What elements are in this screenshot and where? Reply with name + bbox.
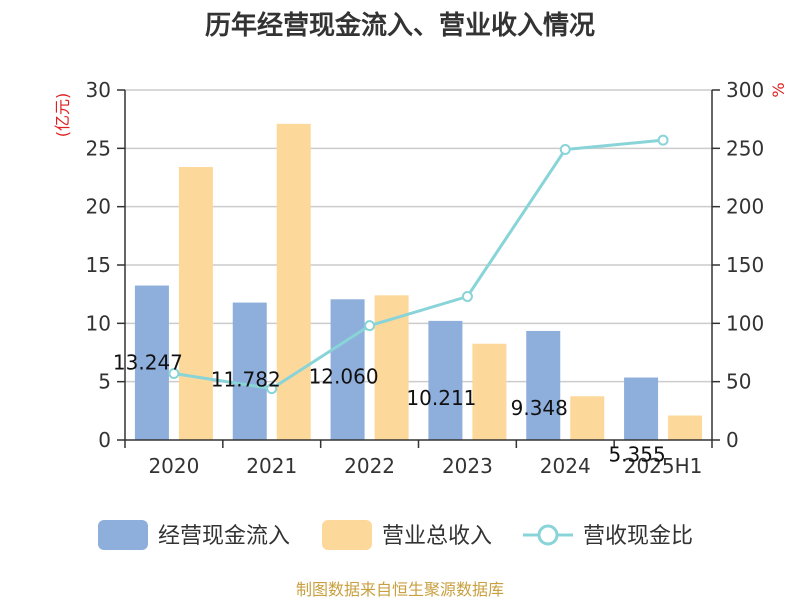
x-tick-label: 2020 [148,454,199,478]
bar [526,330,561,440]
data-label: 5.355 [608,443,665,467]
data-label: 11.782 [211,368,281,392]
bar [276,123,311,440]
x-tick-label: 2024 [540,454,591,478]
bar [472,343,507,440]
y-left-tick-label: 15 [86,253,111,277]
x-tick-label: 2022 [344,454,395,478]
line-point [168,368,180,379]
data-label: 13.247 [113,351,183,375]
bar [330,299,365,440]
line-point [364,320,376,332]
legend: 经营现金流入 营业总收入 营收现金比 [98,520,693,550]
bar [178,167,213,440]
y-left-unit: (亿元) [53,93,72,138]
y-right-tick-label: 250 [726,136,764,160]
x-tick-label: 2023 [442,454,493,478]
bar [624,377,659,440]
line-point [461,291,473,302]
x-tick-label: 2025H1 [624,454,703,478]
y-left-tick-label: 30 [86,78,111,102]
data-label: 10.211 [406,386,476,410]
line-point [266,383,278,395]
bars [134,123,703,440]
legend-swatch [98,520,148,550]
data-labels: 13.247 11.782 12.060 10.211 9.348 5.355 [113,351,666,467]
y-left-tick-label: 20 [86,195,111,219]
legend-label: 经营现金流入 [158,524,290,549]
y-right-tick-label: 200 [726,195,764,219]
data-label: 9.348 [511,396,568,420]
y-left-tick-label: 10 [86,311,111,335]
y-right-tick-label: 150 [726,253,764,277]
source-note: 制图数据来自恒生聚源数据库 [296,580,504,599]
line-point [657,134,669,146]
gridlines [125,89,712,383]
legend-marker [537,524,559,546]
line-point [559,144,571,155]
bar [668,415,703,440]
y-right-tick-label: 0 [726,428,739,452]
chart-title: 历年经营现金流入、营业收入情况 [205,10,595,41]
x-tick-label: 2021 [246,454,297,478]
legend-label: 营收现金比 [583,524,693,549]
data-label: 12.060 [309,364,379,388]
y-right-unit: % [769,82,788,97]
y-right-tick-label: 100 [726,311,764,335]
y-left-tick-label: 5 [98,370,111,394]
ratio-line [168,134,669,395]
bar [134,285,169,440]
y-right-tick-label: 50 [726,370,751,394]
line-path [173,138,664,391]
y-left-tick-label: 25 [86,136,111,160]
bar [428,320,463,440]
legend-label: 营业总收入 [382,524,492,549]
bar [232,302,267,440]
y-right-tick-label: 300 [726,78,764,102]
bar [570,396,605,440]
y-left-tick-label: 0 [98,428,111,452]
legend-swatch [322,520,372,550]
